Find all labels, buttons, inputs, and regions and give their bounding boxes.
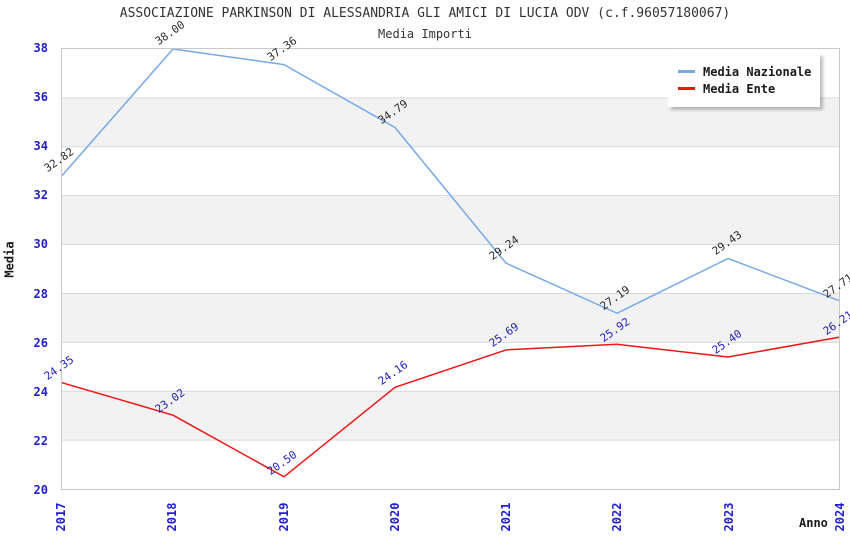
plot-canvas [62, 49, 839, 478]
x-tick-label: 2022 [610, 502, 625, 532]
x-tick-label: 2021 [499, 502, 514, 532]
x-tick-label: 2017 [54, 502, 68, 532]
legend-label: Media Nazionale [703, 64, 812, 79]
x-axis-label: Anno [799, 516, 828, 530]
y-tick-label: 28 [33, 286, 48, 301]
y-tick-label: 34 [33, 139, 48, 154]
y-tick-label: 22 [33, 433, 48, 448]
y-tick-label: 24 [33, 384, 48, 399]
legend-item-media-nazionale: Media Nazionale [678, 64, 812, 79]
y-tick-label: 32 [33, 188, 48, 203]
x-tick-label: 2023 [721, 502, 736, 532]
series-line-media-nazionale [62, 49, 839, 314]
legend-item-media-ente: Media Ente [678, 81, 810, 96]
legend-line-swatch-ente [678, 87, 695, 90]
x-tick-label: 2018 [165, 502, 180, 532]
y-tick-label: 20 [33, 483, 48, 497]
legend-line-swatch-nazionale [678, 70, 695, 73]
y-tick-label: 36 [33, 90, 48, 105]
y-tick-label: 30 [33, 237, 48, 252]
legend: Media Nazionale Media Ente [668, 53, 820, 107]
y-tick-label: 38 [33, 41, 48, 55]
chart-subtitle: Media Importi [378, 27, 472, 41]
y-tick-label: 26 [33, 335, 48, 350]
x-tick-label: 2019 [276, 502, 291, 532]
plot-area [61, 48, 840, 490]
chart-title: ASSOCIAZIONE PARKINSON DI ALESSANDRIA GL… [119, 6, 731, 21]
x-tick-label: 2020 [387, 502, 402, 532]
background-band [62, 195, 839, 245]
series-line-media-ente [62, 336, 839, 478]
background-band [62, 293, 839, 343]
legend-label: Media Ente [703, 81, 776, 96]
background-band [62, 391, 839, 441]
